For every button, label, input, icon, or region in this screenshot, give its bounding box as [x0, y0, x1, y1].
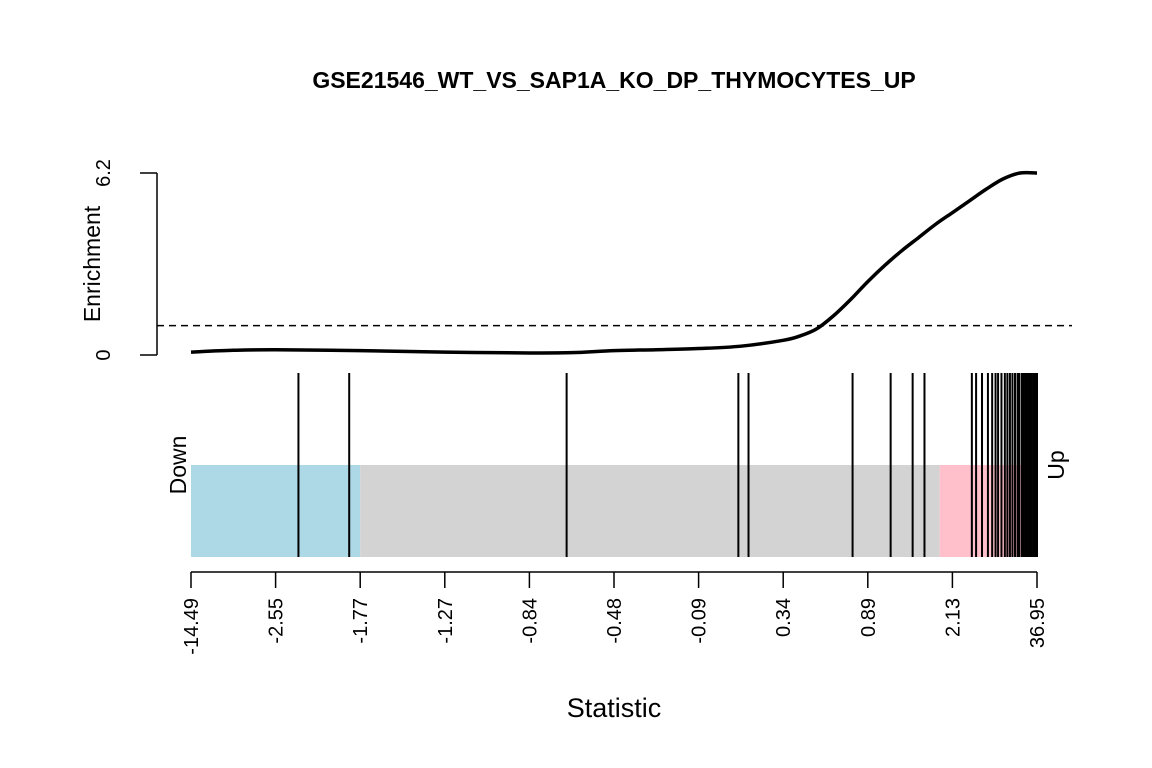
gene-bars [297, 373, 1038, 557]
statistic-tick-label: 0.34 [773, 598, 795, 637]
chart-title: GSE21546_WT_VS_SAP1A_KO_DP_THYMOCYTES_UP [312, 67, 915, 93]
statistic-tick-label: 0.89 [858, 598, 880, 637]
statistic-tick-label: -0.09 [689, 598, 711, 644]
statistic-tick-label: 2.13 [942, 598, 964, 637]
neutral-region [360, 465, 940, 557]
statistic-axis: -14.49 -2.55 -1.77 -1.27 -0.84 -0.48 -0.09 0.34… [181, 571, 1049, 723]
enrichment-tick-label: 0 [93, 349, 115, 360]
barcode-panel: Down Up [165, 373, 1069, 557]
x-axis-title: Statistic [567, 693, 662, 723]
down-region [191, 465, 361, 557]
down-label: Down [165, 436, 191, 495]
statistic-tick-label: -2.55 [266, 598, 288, 644]
enrichment-tick-label: 6.2 [93, 159, 115, 187]
statistic-tick-label: -1.27 [435, 598, 457, 644]
statistic-tick-label: -0.48 [604, 598, 626, 644]
up-label: Up [1043, 450, 1069, 479]
statistic-tick-label: -0.84 [519, 598, 541, 644]
enrichment-axis-label: Enrichment [79, 205, 105, 322]
enrichment-curve [190, 170, 1038, 355]
enrichment-panel: 0 6.2 Enrichment [79, 159, 1072, 361]
statistic-tick-label: 36.95 [1027, 598, 1049, 648]
statistic-tick-label: -14.49 [181, 598, 203, 655]
statistic-tick-label: -1.77 [350, 598, 372, 644]
